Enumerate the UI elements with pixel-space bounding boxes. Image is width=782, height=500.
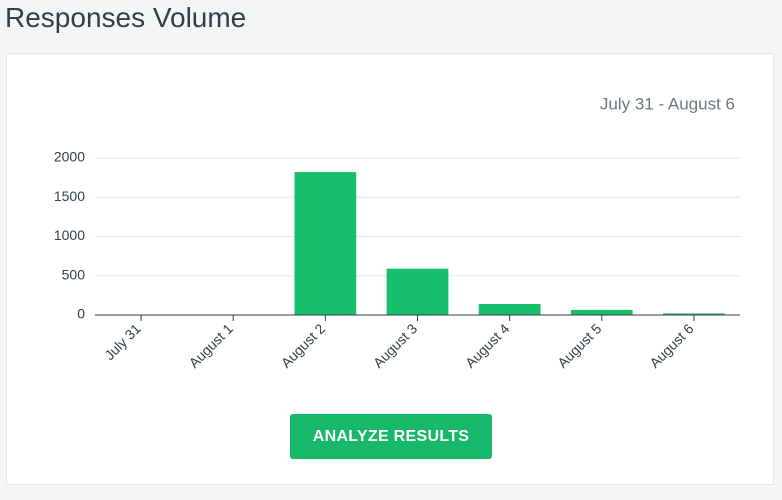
y-tick-label: 1500 bbox=[54, 188, 85, 204]
x-tick-label: August 2 bbox=[278, 320, 329, 371]
x-tick-label: August 6 bbox=[646, 320, 697, 371]
x-tick-label: August 4 bbox=[462, 320, 513, 371]
y-tick-label: 0 bbox=[77, 306, 85, 322]
y-tick-label: 500 bbox=[62, 266, 86, 282]
bar bbox=[386, 268, 449, 315]
bar bbox=[478, 304, 541, 315]
bar bbox=[570, 309, 633, 315]
page-title: Responses Volume bbox=[5, 2, 247, 33]
y-tick-label: 1000 bbox=[54, 227, 85, 243]
y-tick-label: 2000 bbox=[54, 149, 85, 165]
analyze-button[interactable]: ANALYZE RESULTS bbox=[290, 414, 492, 459]
x-tick-label: August 1 bbox=[186, 320, 237, 371]
x-tick-label: August 5 bbox=[554, 320, 605, 371]
bar bbox=[663, 313, 725, 315]
bar bbox=[294, 172, 357, 315]
date-range: July 31 - August 6 bbox=[600, 94, 735, 113]
x-tick-label: August 3 bbox=[370, 320, 421, 371]
x-tick-label: July 31 bbox=[101, 320, 144, 363]
